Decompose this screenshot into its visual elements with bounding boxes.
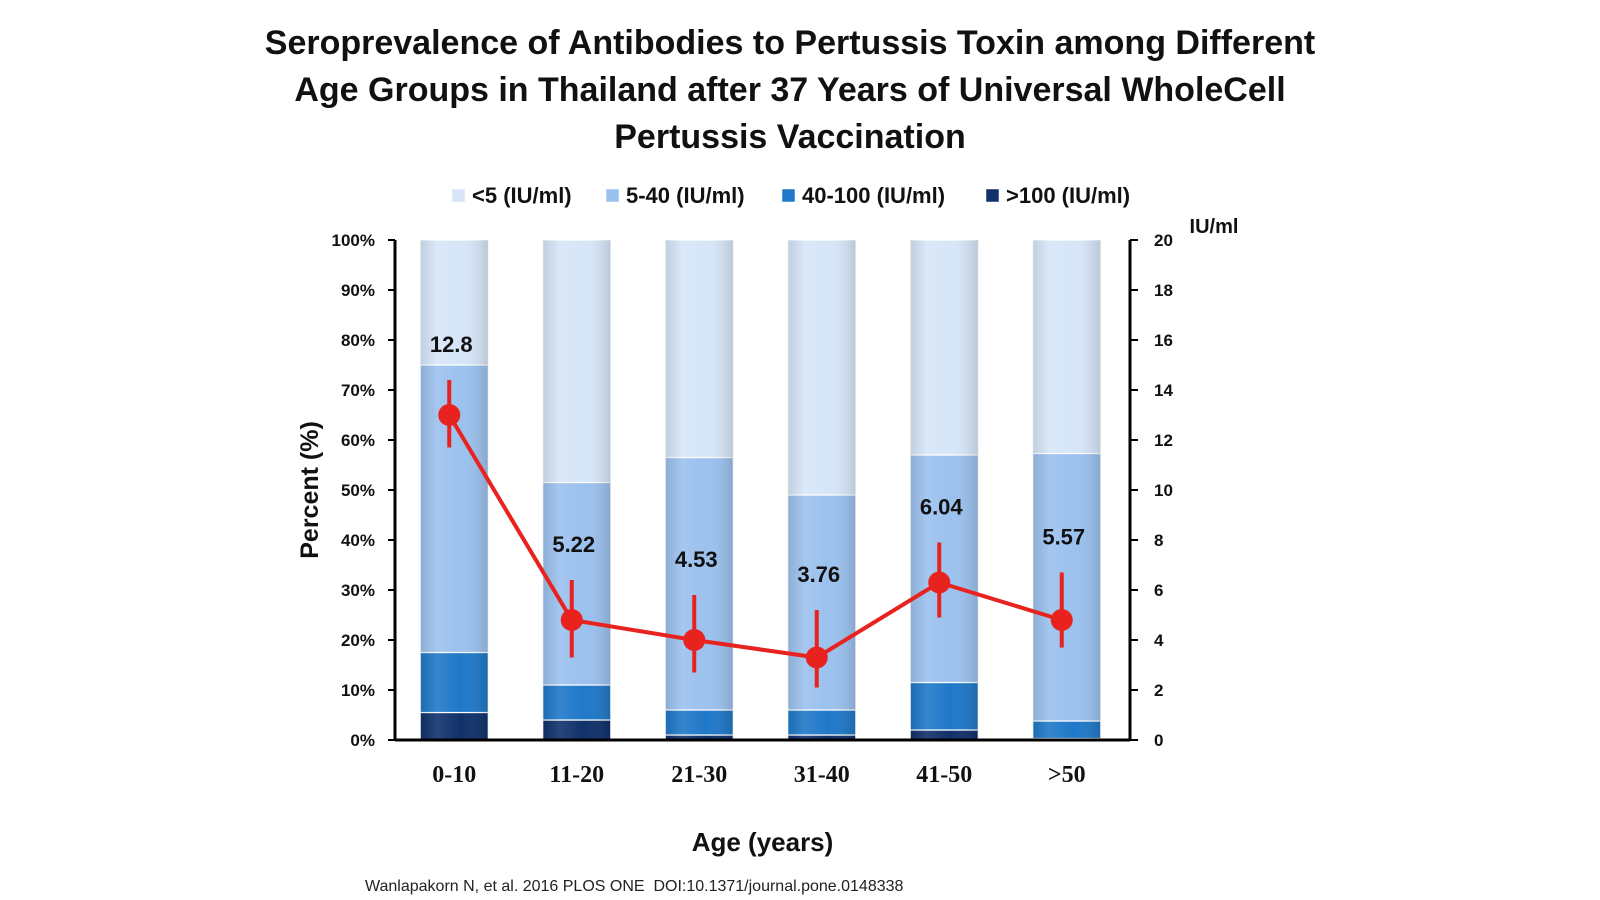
chart-title-line-1: Seroprevalence of Antibodies to Pertussi…	[264, 24, 1316, 62]
axes: 0% 10% 20% 30% 40% 50% 60% 70% 80% 90% 100% 0 2 4 6 8 10…	[332, 231, 1174, 750]
gmc-point	[805, 646, 828, 669]
gmc-data-label: 5.57	[1042, 525, 1085, 550]
y2-axis-title: IU/ml	[1190, 216, 1239, 238]
y-tick-label: 10%	[341, 681, 375, 700]
legend-swatch	[985, 188, 1000, 203]
x-tick-label: 31-40	[794, 762, 850, 788]
y2-tick-label: 10	[1154, 481, 1173, 500]
gmc-point	[683, 629, 706, 651]
bar-shade-5	[1032, 240, 1101, 740]
bar-shade-0	[420, 240, 489, 740]
citation: Wanlapakorn N, et al. 2016 PLOS ONE DOI:…	[365, 878, 904, 895]
y-tick-label: 20%	[341, 631, 375, 650]
gmc-point	[438, 404, 461, 426]
y-tick-label: 50%	[341, 481, 375, 500]
y-tick-label: 70%	[341, 381, 375, 400]
gmc-point	[1050, 609, 1073, 631]
bar-shade-4	[910, 240, 979, 740]
y2-tick-label: 8	[1154, 531, 1163, 550]
legend-label: 40-100 (IU/ml)	[802, 183, 945, 208]
bar-shade-1	[542, 240, 611, 740]
legend-swatch	[605, 188, 620, 203]
y-tick-label: 100%	[332, 231, 375, 250]
chart-title-line-2: Age Groups in Thailand after 37 Years of…	[294, 71, 1286, 109]
y2-tick-label: 14	[1154, 381, 1173, 400]
chart-title: Seroprevalence of Antibodies to Pertussi…	[150, 20, 1430, 161]
gmc-data-label: 6.04	[920, 495, 964, 520]
y2-tick-label: 16	[1154, 331, 1173, 350]
gmc-line-group: 12.8 5.22 4.53 3.76 6.04 5.57	[430, 332, 1085, 688]
y-tick-label: 60%	[341, 431, 375, 450]
gmc-data-label: 3.76	[797, 562, 840, 587]
x-tick-label: 21-30	[671, 762, 727, 788]
x-tick-label: 41-50	[916, 762, 972, 788]
y-axis-title: Percent (%)	[296, 421, 324, 559]
legend-label: 5-40 (IU/ml)	[626, 183, 745, 208]
y-tick-label: 80%	[341, 331, 375, 350]
y-tick-label: 90%	[341, 281, 375, 300]
x-tick-label: >50	[1048, 762, 1086, 788]
chart-title-line-3: Pertussis Vaccination	[614, 118, 966, 156]
gmc-data-label: 5.22	[552, 532, 595, 557]
y2-tick-label: 12	[1154, 431, 1173, 450]
legend-swatch	[781, 188, 796, 203]
y-tick-label: 30%	[341, 581, 375, 600]
gmc-data-label: 4.53	[675, 547, 718, 572]
x-tick-label: 0-10	[432, 762, 476, 788]
bar-shade-2	[665, 240, 734, 740]
y2-tick-label: 18	[1154, 281, 1173, 300]
axis-labels: 0-10 11-20 21-30 31-40 41-50 >50 Age (years) Pe…	[296, 216, 1238, 857]
y2-tick-label: 0	[1154, 731, 1163, 750]
gmc-line	[447, 413, 1063, 660]
y-tick-label: 0%	[350, 731, 375, 750]
legend-label: <5 (IU/ml)	[472, 183, 572, 208]
x-axis-title: Age (years)	[692, 827, 834, 857]
y2-tick-label: 2	[1154, 681, 1163, 700]
y2-tick-label: 6	[1154, 581, 1163, 600]
gmc-point	[928, 571, 951, 594]
gmc-point	[560, 609, 583, 631]
gmc-data-label: 12.8	[430, 332, 473, 357]
y-tick-label: 40%	[341, 531, 375, 550]
bar-group	[419, 239, 1102, 741]
x-tick-label: 11-20	[549, 762, 604, 788]
y2-tick-label: 20	[1154, 231, 1173, 250]
legend: <5 (IU/ml) 5-40 (IU/ml) 40-100 (IU/ml) >100…	[451, 183, 1130, 208]
legend-label: >100 (IU/ml)	[1006, 183, 1130, 208]
legend-swatch	[451, 188, 466, 203]
y2-tick-label: 4	[1154, 631, 1164, 650]
